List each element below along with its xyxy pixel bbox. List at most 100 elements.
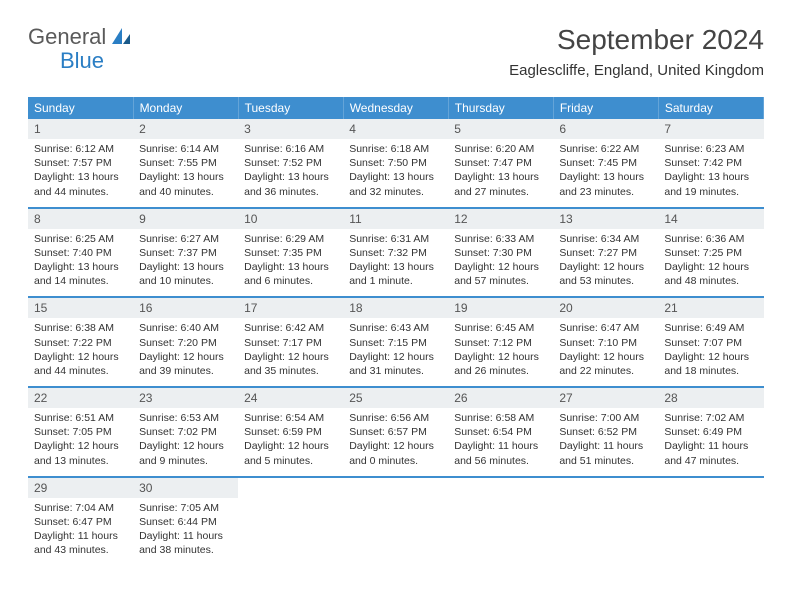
sunrise-line: Sunrise: 6:47 AM bbox=[559, 321, 652, 335]
day-number: 14 bbox=[658, 209, 763, 229]
day-number: 13 bbox=[553, 209, 658, 229]
sunrise-line: Sunrise: 6:53 AM bbox=[139, 411, 232, 425]
day-number: 20 bbox=[553, 298, 658, 318]
calendar-day-cell: 4Sunrise: 6:18 AMSunset: 7:50 PMDaylight… bbox=[343, 119, 448, 208]
month-title: September 2024 bbox=[509, 24, 764, 56]
sunset-line: Sunset: 7:55 PM bbox=[139, 156, 232, 170]
calendar-day-cell: 12Sunrise: 6:33 AMSunset: 7:30 PMDayligh… bbox=[448, 208, 553, 298]
sunrise-line: Sunrise: 7:04 AM bbox=[34, 501, 127, 515]
calendar-day-cell: 26Sunrise: 6:58 AMSunset: 6:54 PMDayligh… bbox=[448, 387, 553, 477]
daylight-line: Daylight: 13 hours and 10 minutes. bbox=[139, 260, 232, 288]
calendar-body: 1Sunrise: 6:12 AMSunset: 7:57 PMDaylight… bbox=[28, 119, 764, 565]
sunrise-line: Sunrise: 6:31 AM bbox=[349, 232, 442, 246]
weekday-header: Sunday bbox=[28, 97, 133, 119]
day-body: Sunrise: 6:12 AMSunset: 7:57 PMDaylight:… bbox=[28, 139, 133, 207]
calendar-day-cell: 2Sunrise: 6:14 AMSunset: 7:55 PMDaylight… bbox=[133, 119, 238, 208]
sunrise-line: Sunrise: 6:25 AM bbox=[34, 232, 127, 246]
logo-text-general: General bbox=[28, 24, 106, 50]
weekday-header: Saturday bbox=[658, 97, 763, 119]
sunrise-line: Sunrise: 6:45 AM bbox=[454, 321, 547, 335]
sunset-line: Sunset: 7:57 PM bbox=[34, 156, 127, 170]
day-body: Sunrise: 6:36 AMSunset: 7:25 PMDaylight:… bbox=[658, 229, 763, 297]
daylight-line: Daylight: 11 hours and 38 minutes. bbox=[139, 529, 232, 557]
sunrise-line: Sunrise: 6:20 AM bbox=[454, 142, 547, 156]
sunrise-line: Sunrise: 6:58 AM bbox=[454, 411, 547, 425]
day-body: Sunrise: 7:02 AMSunset: 6:49 PMDaylight:… bbox=[658, 408, 763, 476]
daylight-line: Daylight: 12 hours and 26 minutes. bbox=[454, 350, 547, 378]
sunset-line: Sunset: 7:22 PM bbox=[34, 336, 127, 350]
day-number: 21 bbox=[658, 298, 763, 318]
calendar-day-cell: 13Sunrise: 6:34 AMSunset: 7:27 PMDayligh… bbox=[553, 208, 658, 298]
calendar-day-cell: 29Sunrise: 7:04 AMSunset: 6:47 PMDayligh… bbox=[28, 477, 133, 566]
calendar-day-cell: 8Sunrise: 6:25 AMSunset: 7:40 PMDaylight… bbox=[28, 208, 133, 298]
weekday-header: Tuesday bbox=[238, 97, 343, 119]
calendar-day-cell: 3Sunrise: 6:16 AMSunset: 7:52 PMDaylight… bbox=[238, 119, 343, 208]
day-number: 3 bbox=[238, 119, 343, 139]
calendar-day-cell: 22Sunrise: 6:51 AMSunset: 7:05 PMDayligh… bbox=[28, 387, 133, 477]
sunrise-line: Sunrise: 7:05 AM bbox=[139, 501, 232, 515]
sunrise-line: Sunrise: 6:38 AM bbox=[34, 321, 127, 335]
calendar-day-cell: 27Sunrise: 7:00 AMSunset: 6:52 PMDayligh… bbox=[553, 387, 658, 477]
day-number: 10 bbox=[238, 209, 343, 229]
daylight-line: Daylight: 12 hours and 57 minutes. bbox=[454, 260, 547, 288]
daylight-line: Daylight: 12 hours and 0 minutes. bbox=[349, 439, 442, 467]
sunset-line: Sunset: 7:27 PM bbox=[559, 246, 652, 260]
day-number: 5 bbox=[448, 119, 553, 139]
calendar-day-cell: 9Sunrise: 6:27 AMSunset: 7:37 PMDaylight… bbox=[133, 208, 238, 298]
day-body: Sunrise: 6:23 AMSunset: 7:42 PMDaylight:… bbox=[658, 139, 763, 207]
day-number: 24 bbox=[238, 388, 343, 408]
day-body: Sunrise: 7:05 AMSunset: 6:44 PMDaylight:… bbox=[133, 498, 238, 566]
calendar-day-cell: 6Sunrise: 6:22 AMSunset: 7:45 PMDaylight… bbox=[553, 119, 658, 208]
daylight-line: Daylight: 12 hours and 31 minutes. bbox=[349, 350, 442, 378]
day-body: Sunrise: 6:27 AMSunset: 7:37 PMDaylight:… bbox=[133, 229, 238, 297]
sunset-line: Sunset: 7:25 PM bbox=[664, 246, 757, 260]
sunset-line: Sunset: 7:10 PM bbox=[559, 336, 652, 350]
sunrise-line: Sunrise: 6:16 AM bbox=[244, 142, 337, 156]
sunset-line: Sunset: 6:52 PM bbox=[559, 425, 652, 439]
day-number: 2 bbox=[133, 119, 238, 139]
daylight-line: Daylight: 13 hours and 40 minutes. bbox=[139, 170, 232, 198]
calendar-day-cell bbox=[448, 477, 553, 566]
sunrise-line: Sunrise: 6:51 AM bbox=[34, 411, 127, 425]
day-body: Sunrise: 6:47 AMSunset: 7:10 PMDaylight:… bbox=[553, 318, 658, 386]
day-number: 12 bbox=[448, 209, 553, 229]
sunset-line: Sunset: 7:15 PM bbox=[349, 336, 442, 350]
daylight-line: Daylight: 13 hours and 27 minutes. bbox=[454, 170, 547, 198]
daylight-line: Daylight: 13 hours and 44 minutes. bbox=[34, 170, 127, 198]
location: Eaglescliffe, England, United Kingdom bbox=[509, 62, 764, 79]
day-number: 11 bbox=[343, 209, 448, 229]
day-number: 6 bbox=[553, 119, 658, 139]
calendar-day-cell: 1Sunrise: 6:12 AMSunset: 7:57 PMDaylight… bbox=[28, 119, 133, 208]
calendar-week-row: 1Sunrise: 6:12 AMSunset: 7:57 PMDaylight… bbox=[28, 119, 764, 208]
sunset-line: Sunset: 7:52 PM bbox=[244, 156, 337, 170]
sunset-line: Sunset: 6:57 PM bbox=[349, 425, 442, 439]
calendar-day-cell: 21Sunrise: 6:49 AMSunset: 7:07 PMDayligh… bbox=[658, 297, 763, 387]
sunrise-line: Sunrise: 6:29 AM bbox=[244, 232, 337, 246]
daylight-line: Daylight: 11 hours and 43 minutes. bbox=[34, 529, 127, 557]
sunrise-line: Sunrise: 6:36 AM bbox=[664, 232, 757, 246]
day-body: Sunrise: 6:25 AMSunset: 7:40 PMDaylight:… bbox=[28, 229, 133, 297]
daylight-line: Daylight: 12 hours and 39 minutes. bbox=[139, 350, 232, 378]
day-body: Sunrise: 6:42 AMSunset: 7:17 PMDaylight:… bbox=[238, 318, 343, 386]
daylight-line: Daylight: 12 hours and 35 minutes. bbox=[244, 350, 337, 378]
sunset-line: Sunset: 7:20 PM bbox=[139, 336, 232, 350]
weekday-header: Wednesday bbox=[343, 97, 448, 119]
daylight-line: Daylight: 13 hours and 6 minutes. bbox=[244, 260, 337, 288]
calendar-day-cell bbox=[658, 477, 763, 566]
day-body: Sunrise: 6:16 AMSunset: 7:52 PMDaylight:… bbox=[238, 139, 343, 207]
daylight-line: Daylight: 12 hours and 13 minutes. bbox=[34, 439, 127, 467]
daylight-line: Daylight: 12 hours and 22 minutes. bbox=[559, 350, 652, 378]
daylight-line: Daylight: 12 hours and 9 minutes. bbox=[139, 439, 232, 467]
title-block: September 2024 Eaglescliffe, England, Un… bbox=[509, 24, 764, 79]
day-body: Sunrise: 6:49 AMSunset: 7:07 PMDaylight:… bbox=[658, 318, 763, 386]
day-number: 27 bbox=[553, 388, 658, 408]
sunset-line: Sunset: 7:05 PM bbox=[34, 425, 127, 439]
sunset-line: Sunset: 7:12 PM bbox=[454, 336, 547, 350]
calendar-day-cell: 25Sunrise: 6:56 AMSunset: 6:57 PMDayligh… bbox=[343, 387, 448, 477]
calendar-day-cell bbox=[238, 477, 343, 566]
day-number: 28 bbox=[658, 388, 763, 408]
day-body: Sunrise: 6:43 AMSunset: 7:15 PMDaylight:… bbox=[343, 318, 448, 386]
logo-text-blue: Blue bbox=[60, 48, 104, 73]
calendar-table: SundayMondayTuesdayWednesdayThursdayFrid… bbox=[28, 97, 764, 565]
sunrise-line: Sunrise: 6:42 AM bbox=[244, 321, 337, 335]
